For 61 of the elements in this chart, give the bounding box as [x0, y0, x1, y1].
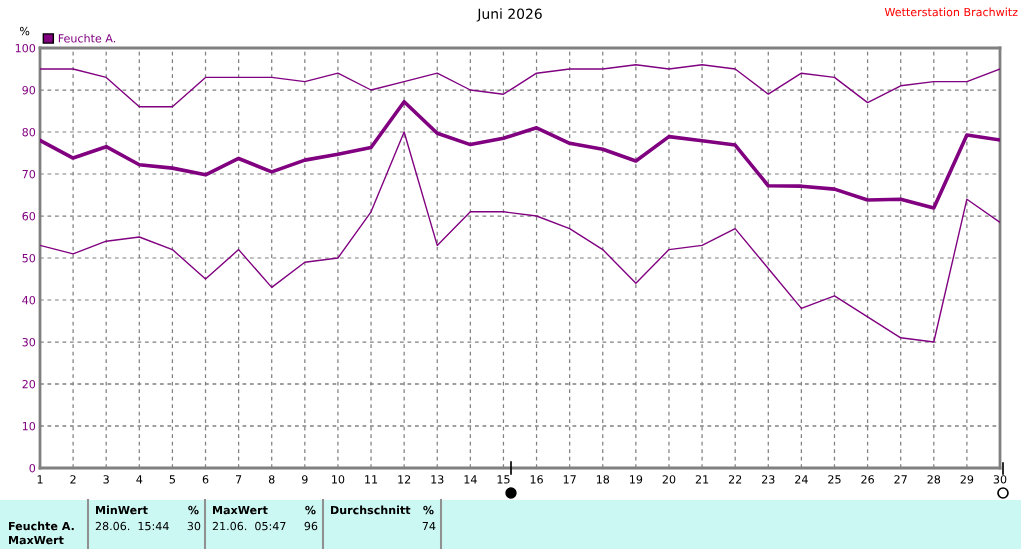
y-tick-label: 100	[15, 43, 36, 53]
y-tick-label: 70	[22, 169, 36, 179]
x-tick-label: 24	[795, 475, 808, 484]
y-tick-label: 10	[22, 421, 36, 431]
x-tick-label: 27	[894, 475, 907, 484]
y-tick-label: 30	[22, 337, 36, 347]
x-tick-label: 30	[993, 475, 1007, 484]
text: MaxWert	[213, 505, 268, 515]
text: %	[423, 505, 434, 515]
line-series	[40, 64, 1000, 108]
x-tick-label: 15	[497, 475, 510, 484]
text: Durchschnitt	[331, 505, 411, 515]
text: 30	[187, 521, 201, 531]
text: MinWert	[96, 505, 148, 515]
x-tick-label: 14	[464, 475, 477, 484]
y-tick-label: 90	[22, 85, 36, 95]
y-tick-label: 0	[29, 463, 36, 473]
text: 28.06. 15:44	[95, 521, 169, 531]
x-tick-label: 26	[861, 475, 874, 484]
x-tick-label: 1	[37, 475, 43, 484]
y-tick-label: 80	[22, 127, 36, 137]
x-tick-label: 17	[563, 475, 576, 484]
text: 21.06. 05:47	[212, 521, 286, 531]
x-tick-label: 10	[332, 475, 345, 484]
line-series	[40, 99, 1000, 210]
y-axis-title: %	[19, 26, 30, 36]
y-tick-label: 60	[22, 211, 36, 221]
text: MaxWert	[9, 535, 64, 545]
x-tick-label: 18	[596, 475, 610, 484]
text: Feuchte A.	[9, 521, 74, 531]
x-tick-label: 19	[630, 475, 643, 484]
x-tick-label: 28	[927, 475, 941, 484]
x-tick-label: 3	[103, 475, 109, 484]
text: Wetterstation Brachwitz	[884, 7, 1018, 17]
x-tick-label: 29	[960, 475, 974, 484]
text: %	[188, 505, 199, 515]
x-tick-label: 7	[236, 475, 242, 484]
x-tick-label: 22	[728, 475, 742, 484]
y-tick-label: 40	[22, 295, 36, 305]
legend-label: Feuchte A.	[58, 33, 116, 43]
x-tick-label: 6	[202, 475, 209, 484]
x-tick-label: 11	[365, 475, 378, 484]
text: %	[305, 505, 316, 515]
x-tick-label: 23	[762, 475, 775, 484]
x-tick-label: 12	[398, 475, 411, 484]
x-tick-label: 21	[695, 475, 709, 484]
text: 74	[422, 521, 436, 531]
y-tick-label: 20	[22, 379, 36, 389]
x-tick-label: 9	[301, 475, 308, 484]
x-tick-label: 13	[431, 475, 444, 484]
y-tick-label: 50	[22, 253, 36, 263]
text: 96	[304, 521, 318, 531]
x-tick-label: 16	[530, 475, 543, 484]
x-tick-label: 8	[268, 475, 275, 484]
chart-title: Juni 2026	[476, 8, 542, 22]
x-tick-label: 20	[662, 475, 676, 484]
x-tick-label: 2	[70, 475, 76, 484]
x-tick-label: 5	[169, 475, 175, 484]
x-tick-label: 25	[828, 475, 841, 484]
line-series	[40, 131, 1000, 343]
x-tick-label: 4	[136, 475, 143, 484]
